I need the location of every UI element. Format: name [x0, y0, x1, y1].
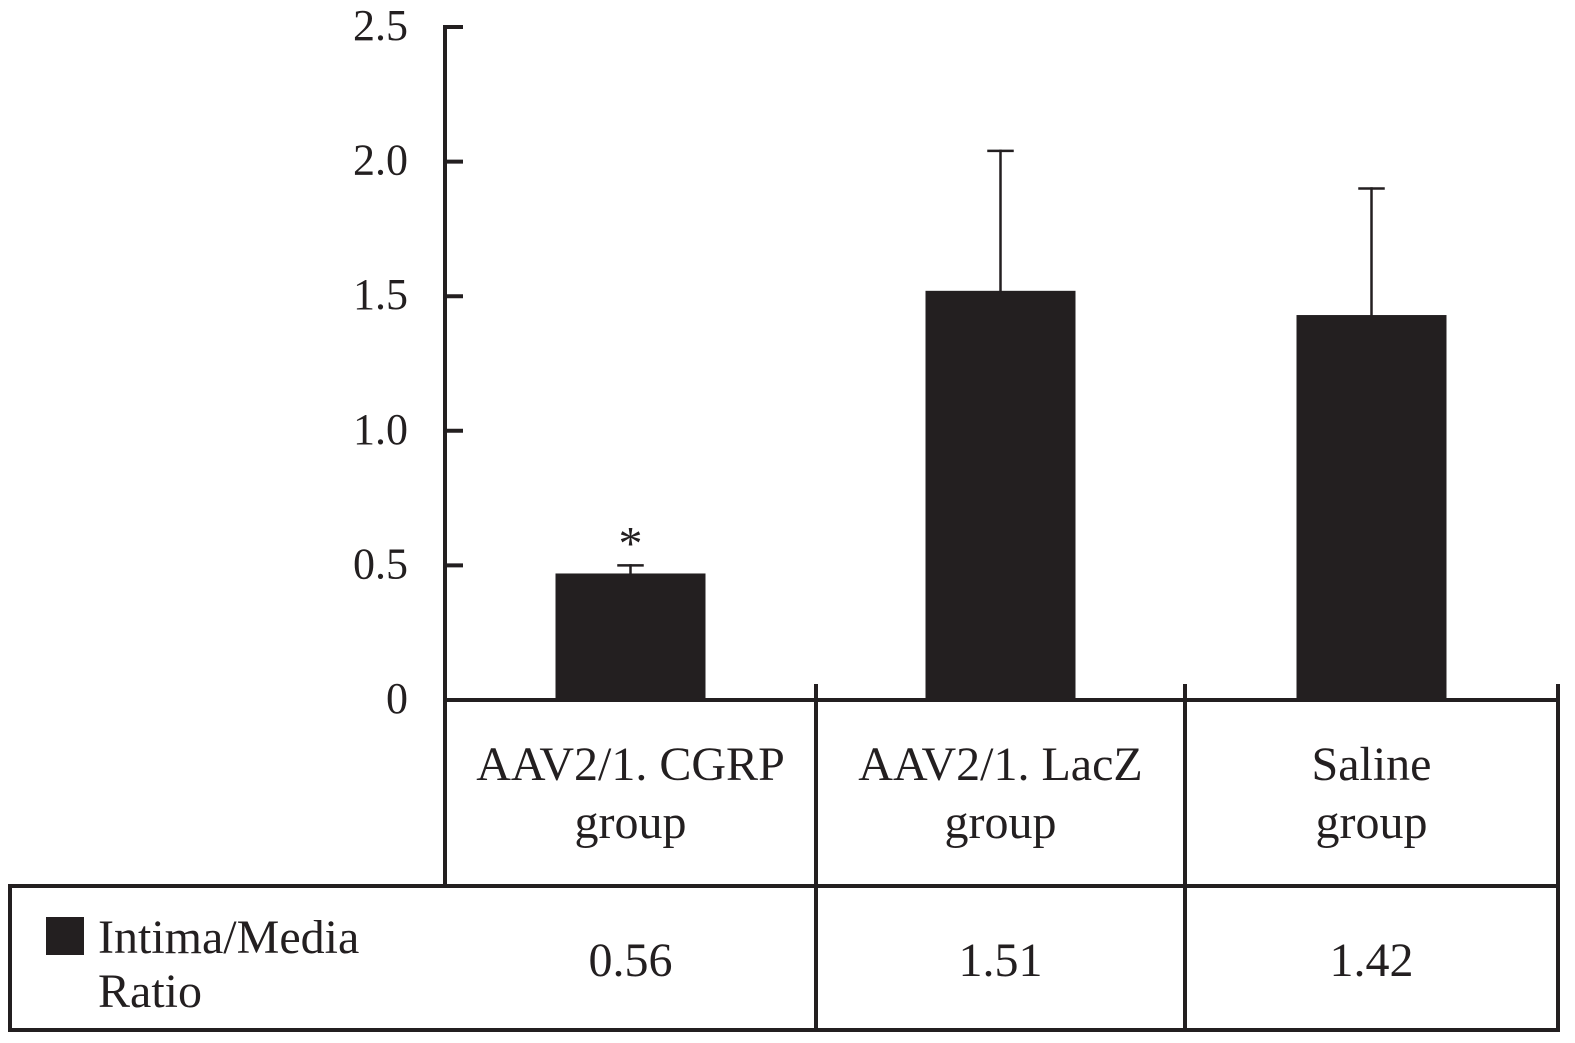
y-tick-label-5: 2.5	[353, 1, 408, 50]
data-table-values: 0.56 1.51 1.42	[589, 934, 1414, 987]
table-value-0: 0.56	[589, 934, 673, 987]
y-tick-label-3: 1.5	[353, 270, 408, 319]
category-label-2-line-1: group	[1316, 796, 1428, 849]
table-value-1: 1.51	[959, 934, 1043, 987]
y-tick-label-2: 1.0	[353, 405, 408, 454]
bar-2	[1296, 315, 1447, 700]
significance-marker-0: *	[619, 517, 643, 570]
category-label-1-line-1: group	[945, 796, 1057, 849]
legend-label-line-1: Ratio	[98, 965, 202, 1018]
bar-1	[925, 290, 1076, 700]
y-axis: 0 0.5 1.0 1.5 2.0 2.5	[353, 1, 463, 888]
category-label-2-line-0: Saline	[1312, 738, 1432, 791]
table-value-2: 1.42	[1330, 934, 1414, 987]
legend-swatch	[46, 917, 84, 955]
category-label-0-line-1: group	[575, 796, 687, 849]
y-tick-label-4: 2.0	[353, 136, 408, 185]
bar-0	[555, 573, 706, 700]
category-label-1-line-0: AAV2/1. LacZ	[858, 738, 1142, 791]
annotations-group: *	[619, 517, 643, 570]
bars-group	[555, 290, 1447, 700]
legend-label-line-0: Intima/Media	[98, 911, 359, 964]
y-tick-label-1: 0.5	[353, 539, 408, 588]
category-label-0-line-0: AAV2/1. CGRP	[476, 738, 785, 791]
error-bars-group	[617, 149, 1385, 575]
y-tick-label-0: 0	[386, 674, 408, 723]
